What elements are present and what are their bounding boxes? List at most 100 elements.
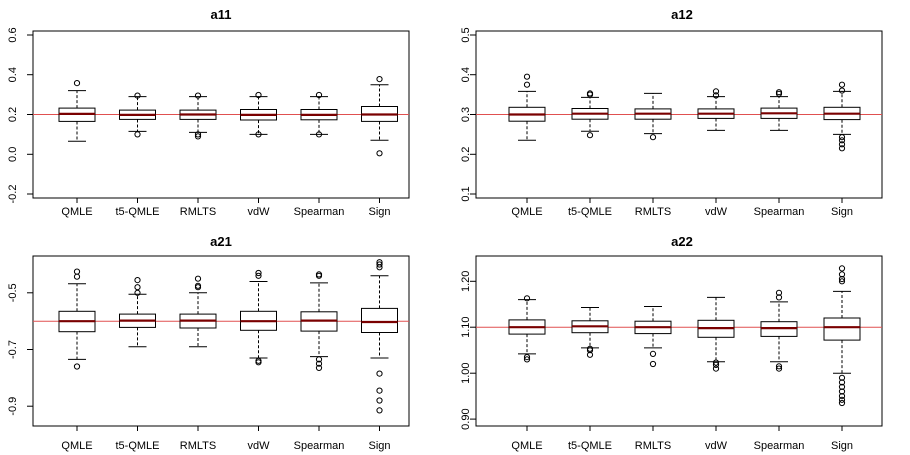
x-tick-label: Spearman	[754, 440, 805, 452]
panel-title-a21: a21	[210, 234, 232, 249]
outlier-point	[523, 356, 531, 363]
y-tick-label: 0.2	[460, 147, 472, 162]
x-tick-label: vdW	[705, 440, 728, 452]
x-tick-label: RMLTS	[180, 440, 216, 452]
y-tick-label: -0.2	[7, 185, 19, 204]
outlier-point	[838, 388, 846, 395]
box-vdw	[697, 88, 735, 131]
plot-frame-a21	[32, 255, 410, 427]
outlier-point	[376, 76, 383, 83]
outlier-point	[586, 90, 594, 97]
x-tick-label: QMLE	[511, 440, 542, 452]
box-qmle	[508, 73, 546, 141]
y-tick-label: 0.5	[460, 27, 472, 42]
outlier-point	[194, 131, 202, 138]
x-tick-label: Sign	[368, 440, 390, 452]
outlier-point	[712, 88, 720, 95]
x-tick-label: Spearman	[294, 440, 345, 452]
box-spearman	[300, 91, 338, 138]
panel-a21: a21 -0.9 -0.7 -0.5 QMLE t5-QMLE RMLTS vdW Spear…	[7, 234, 410, 452]
box-rmlts	[179, 92, 217, 140]
outlier-point	[838, 396, 846, 403]
y-tick-label: 0.3	[460, 107, 472, 122]
box-vdw	[240, 269, 277, 366]
outlier-point	[586, 345, 594, 352]
outlier-point	[255, 357, 262, 364]
panel-a11: a11 -0.2 0.0 0.2 0.4 0.6 QMLE t5-QMLE RMLTS vdW S…	[7, 7, 410, 218]
box-t5-qmle	[119, 92, 156, 138]
outlier-point	[315, 91, 323, 99]
x-tick-label: t5-QMLE	[115, 206, 159, 218]
outlier-point	[73, 363, 81, 370]
outlier-point	[315, 360, 323, 367]
outlier-point	[376, 407, 383, 414]
x-tick-label: t5-QMLE	[568, 440, 612, 452]
box-t5-qmle	[119, 277, 156, 348]
panel-title-a11: a11	[211, 7, 232, 22]
box-spearman	[300, 271, 338, 371]
iqr-box	[823, 317, 861, 341]
y-tick-label: 0.4	[460, 67, 472, 82]
outlier-point	[376, 387, 383, 394]
x-tick-label: QMLE	[61, 206, 92, 218]
outlier-point	[73, 268, 81, 275]
y-tick-label: 1.20	[460, 271, 472, 292]
outlier-point	[649, 360, 657, 368]
outlier-point	[255, 269, 262, 277]
x-tick-label: Spearman	[754, 206, 805, 218]
y-tick-label: 0.2	[7, 107, 19, 122]
x-tick-label: QMLE	[511, 206, 542, 218]
x-tick-label: t5-QMLE	[568, 206, 612, 218]
box-rmlts	[634, 306, 672, 368]
box-qmle	[58, 268, 96, 370]
outlier-point	[134, 277, 141, 284]
x-tick-label: Sign	[368, 206, 390, 218]
box-sign	[823, 81, 861, 152]
box-qmle	[508, 295, 546, 363]
outlier-point	[194, 282, 202, 289]
iqr-box	[361, 307, 398, 333]
outlier-point	[523, 354, 531, 361]
outlier-point	[376, 150, 383, 157]
outlier-point	[134, 131, 141, 138]
outlier-point	[712, 359, 720, 366]
x-tick-label: vdW	[248, 206, 271, 218]
outlier-point	[73, 273, 81, 280]
box-spearman	[760, 289, 798, 372]
x-tick-label: Spearman	[294, 206, 345, 218]
y-tick-label: -0.7	[7, 340, 19, 359]
x-tick-label: RMLTS	[635, 440, 671, 452]
outlier-point	[838, 145, 846, 152]
outlier-point	[838, 271, 846, 278]
panel-a12: a12 0.1 0.2 0.3 0.4 0.5 QMLE t5-QMLE RMLTS vdW Sp…	[460, 7, 883, 218]
box-rmlts	[179, 275, 217, 348]
outlier-point	[649, 134, 657, 141]
outlier-point	[775, 294, 783, 301]
y-tick-label: 0.4	[7, 67, 19, 82]
outlier-point	[838, 393, 846, 400]
box-sign	[361, 76, 398, 157]
outlier-point	[586, 132, 594, 139]
outlier-point	[838, 265, 846, 272]
outlier-point	[376, 370, 383, 377]
x-tick-label: QMLE	[61, 440, 92, 452]
box-rmlts	[634, 92, 672, 141]
box-t5-qmle	[571, 90, 609, 139]
y-tick-label: 0.90	[460, 408, 472, 429]
outlier-point	[73, 80, 81, 87]
outlier-point	[838, 399, 846, 407]
outlier-point	[838, 275, 846, 283]
outlier-point	[775, 365, 783, 372]
box-t5-qmle	[571, 307, 609, 358]
outlier-point	[838, 81, 846, 88]
outlier-point	[838, 374, 846, 381]
outlier-point	[586, 351, 594, 358]
outlier-point	[712, 92, 720, 99]
outlier-point	[523, 81, 531, 88]
outlier-point	[255, 91, 262, 99]
y-tick-label: 1.10	[460, 316, 472, 337]
outlier-point	[775, 363, 783, 370]
y-tick-label: -0.5	[7, 283, 19, 302]
box-sign	[361, 259, 398, 414]
